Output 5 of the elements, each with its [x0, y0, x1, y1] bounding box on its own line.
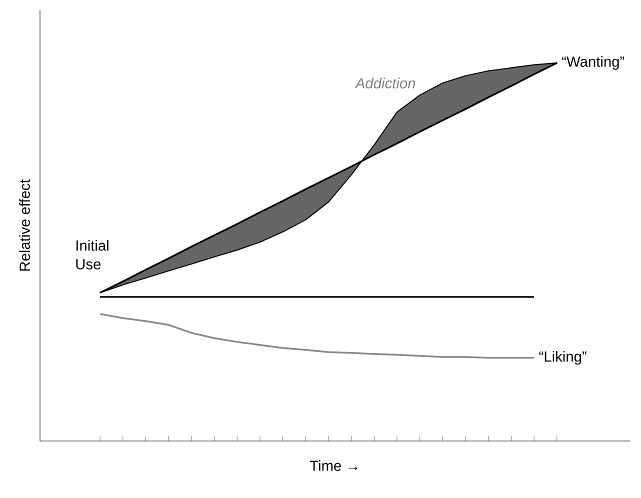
annotation: Initial Use — [76, 240, 108, 270]
x-axis-title: Time → — [310, 460, 358, 471]
series-label: “Wanting” — [562, 56, 624, 70]
series-label: “Liking” — [539, 350, 586, 365]
y-axis-title: Relative effect — [19, 179, 30, 271]
